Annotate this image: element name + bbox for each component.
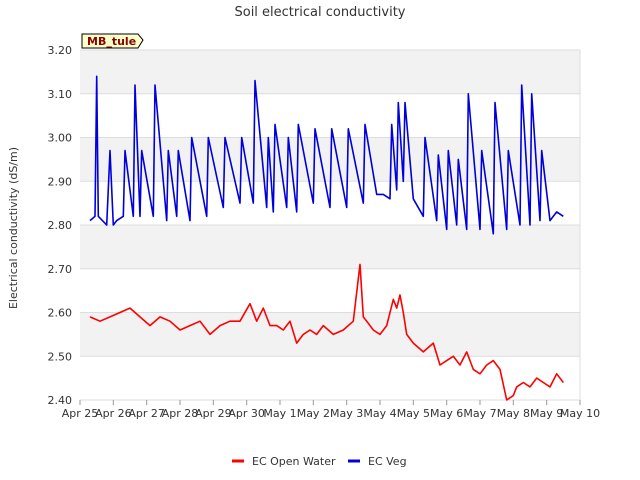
- plot-band: [80, 312, 580, 357]
- x-tick-label: May 4: [363, 407, 396, 420]
- x-tick-label: Apr 28: [162, 407, 199, 420]
- x-tick-label: May 3: [330, 407, 363, 420]
- x-tick-label: May 7: [463, 407, 496, 420]
- x-tick-label: Apr 29: [195, 407, 232, 420]
- y-tick-label: 3.00: [48, 132, 73, 145]
- y-tick-label: 2.90: [48, 175, 73, 188]
- series-line-ec-open-water: [89, 263, 564, 401]
- x-tick-label: May 2: [297, 407, 330, 420]
- legend-label: EC Open Water: [252, 455, 336, 468]
- x-tick-label: May 5: [397, 407, 430, 420]
- series-line-ec-veg: [89, 75, 564, 235]
- x-tick-label: May 8: [497, 407, 530, 420]
- y-axis-ticks: 2.40 2.50 2.60 2.70 2.80 2.90 3.00 3.10 3.20: [48, 44, 73, 407]
- x-tick-label: May 9: [530, 407, 563, 420]
- site-badge-box: [81, 33, 144, 49]
- site-badge: MB_tule: [81, 33, 144, 49]
- site-badge-label: MB_tule: [87, 35, 136, 48]
- plot-band: [80, 50, 580, 94]
- x-tick-label: May 1: [263, 407, 296, 420]
- x-tick-label: May 6: [430, 407, 463, 420]
- x-tick-label: Apr 26: [95, 407, 132, 420]
- x-tick-label: Apr 27: [128, 407, 165, 420]
- y-tick-label: 2.50: [48, 350, 73, 363]
- y-tick-label: 3.10: [48, 88, 73, 101]
- y-tick-label: 2.60: [48, 307, 73, 320]
- y-tick-label: 3.20: [48, 44, 73, 57]
- x-tick-label: Apr 25: [62, 407, 99, 420]
- y-tick-label: 2.70: [48, 263, 73, 276]
- y-axis-title: Electrical conductivity (dS/m): [7, 147, 20, 309]
- plot-band: [80, 225, 580, 269]
- chart-title: Soil electrical conductivity: [234, 5, 405, 20]
- y-tick-label: 2.80: [48, 219, 73, 232]
- series-lines: [89, 75, 564, 401]
- x-tick-label: Apr 30: [228, 407, 265, 420]
- x-tick-label: May 10: [560, 407, 600, 420]
- legend-label: EC Veg: [368, 455, 407, 468]
- legend: EC Open Water EC Veg: [232, 455, 407, 468]
- y-tick-label: 2.40: [48, 394, 73, 407]
